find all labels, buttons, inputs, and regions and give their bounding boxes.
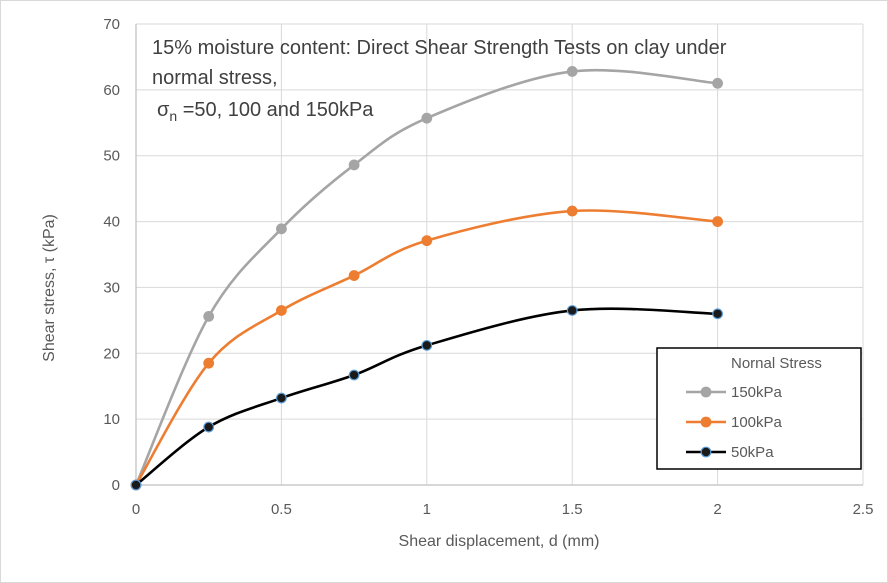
- data-point-100kpa-5: [566, 205, 578, 217]
- x-axis-title: Shear displacement, d (mm): [399, 533, 600, 550]
- data-point-150kpa-5: [566, 66, 578, 77]
- legend-box: [656, 347, 862, 470]
- tick-labels: 0 10 20 30 40 50 60 70 0 0.5 1 1.5 2 2.5: [103, 16, 873, 518]
- data-point-50kpa-5: [566, 305, 578, 316]
- x-tick-label-4: 2: [713, 501, 721, 518]
- legend-label-100kpa: 100kPa: [731, 414, 783, 431]
- y-tick-label-7: 70: [103, 16, 120, 33]
- data-point-150kpa-2: [276, 223, 287, 235]
- chart-title-line-2: normal stress,: [152, 67, 278, 89]
- legend-marker-50kpa: [700, 446, 712, 458]
- x-tick-label-1: 0.5: [271, 501, 292, 518]
- x-tick-label-2: 1: [423, 501, 431, 518]
- legend: Nornal Stress 150kPa 100kPa 50kPa: [656, 347, 862, 470]
- data-point-150kpa-4: [421, 112, 433, 124]
- y-tick-label-5: 50: [103, 148, 120, 165]
- y-tick-label-6: 60: [103, 82, 120, 99]
- data-point-100kpa-1: [203, 357, 215, 369]
- y-tick-label-0: 0: [112, 477, 120, 494]
- data-point-100kpa-4: [421, 235, 433, 247]
- sigma-symbol: σ: [157, 99, 170, 121]
- series-50kpa: [130, 305, 723, 491]
- chart-title-line-1: 15% moisture content: Direct Shear Stren…: [152, 37, 727, 59]
- data-point-150kpa-1: [203, 311, 215, 322]
- data-point-50kpa-3: [348, 369, 360, 381]
- y-tick-label-4: 40: [103, 214, 120, 231]
- legend-marker-100kpa: [700, 416, 712, 428]
- data-point-100kpa-3: [348, 270, 360, 281]
- sigma-subscript: n: [169, 108, 177, 124]
- legend-entry-50kpa: 50kPa: [686, 444, 774, 461]
- data-point-150kpa-3: [348, 159, 360, 171]
- data-point-50kpa-1: [203, 421, 215, 433]
- data-point-100kpa-6: [712, 216, 723, 227]
- legend-label-150kpa: 150kPa: [731, 384, 783, 401]
- y-tick-label-1: 10: [103, 411, 120, 428]
- legend-marker-150kpa: [700, 386, 712, 398]
- legend-entries: 150kPa 100kPa 50kPa: [686, 384, 783, 461]
- data-point-50kpa-4: [421, 339, 433, 351]
- data-point-50kpa-0: [130, 479, 142, 491]
- data-point-150kpa-6: [712, 77, 723, 89]
- data-point-50kpa-6: [712, 308, 723, 320]
- y-axis-title: Shear stress, τ (kPa): [41, 214, 58, 362]
- chart-title-line-3-rest: =50, 100 and 150kPa: [177, 99, 374, 121]
- legend-title: Nornal Stress: [731, 355, 822, 372]
- y-tick-label-3: 30: [103, 279, 120, 296]
- x-tick-label-5: 2.5: [853, 501, 874, 518]
- data-point-100kpa-2: [276, 305, 287, 316]
- axes: [135, 24, 863, 486]
- data-point-50kpa-2: [276, 392, 287, 404]
- chart-title: 15% moisture content: Direct Shear Stren…: [152, 37, 727, 124]
- series-group: [130, 66, 723, 491]
- legend-label-50kpa: 50kPa: [731, 444, 774, 461]
- legend-entry-100kpa: 100kPa: [686, 414, 783, 431]
- chart-title-line-3: σn =50, 100 and 150kPa: [157, 99, 374, 124]
- x-tick-label-3: 1.5: [562, 501, 583, 518]
- y-tick-label-2: 20: [103, 345, 120, 362]
- legend-entry-150kpa: 150kPa: [686, 384, 783, 401]
- x-tick-label-0: 0: [132, 501, 140, 518]
